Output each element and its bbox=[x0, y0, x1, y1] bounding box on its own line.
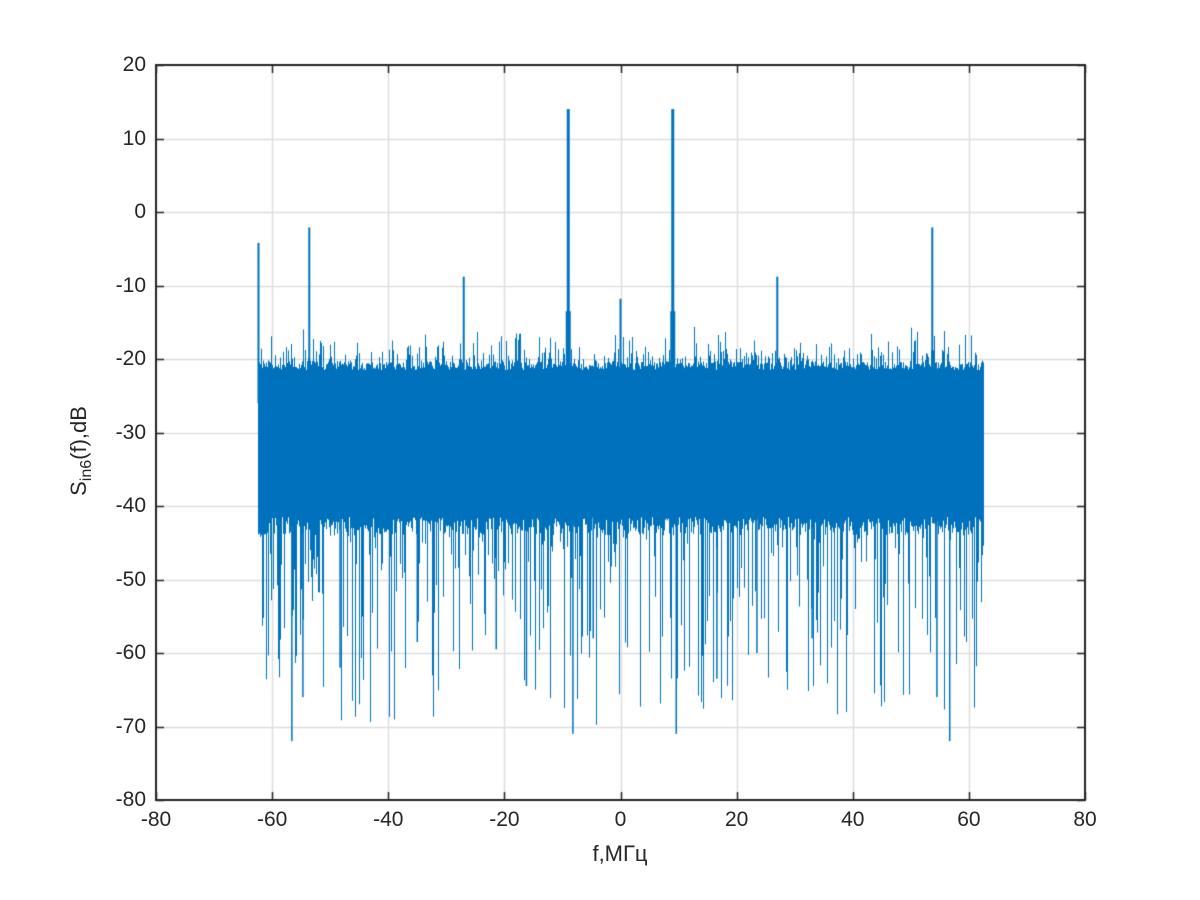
y-tick-label: -20 bbox=[115, 347, 146, 370]
y-axis-label-prefix: S bbox=[65, 481, 91, 496]
y-tick-label: -70 bbox=[115, 714, 146, 738]
x-tick-label: 60 bbox=[957, 808, 981, 831]
y-tick-label: -30 bbox=[115, 420, 146, 444]
x-axis-label: f,МГц bbox=[592, 841, 648, 866]
x-tick-label: -60 bbox=[256, 808, 288, 831]
x-tick-label: 0 bbox=[614, 808, 627, 831]
x-tick-label: -20 bbox=[489, 808, 520, 831]
x-tick-label: 80 bbox=[1073, 808, 1097, 831]
x-tick-label: -80 bbox=[140, 808, 172, 831]
y-tick-label: -40 bbox=[115, 494, 146, 517]
y-tick-label: -80 bbox=[115, 788, 146, 811]
y-axis-label-subscript: in6 bbox=[78, 459, 96, 482]
y-tick-label: 0 bbox=[134, 200, 146, 223]
y-axis-label: Sin6(f),dB bbox=[66, 406, 96, 496]
y-tick-label: -50 bbox=[115, 567, 146, 591]
y-tick-label: -60 bbox=[115, 641, 146, 664]
y-tick-label: -10 bbox=[115, 273, 146, 297]
y-tick-label: 10 bbox=[122, 126, 146, 150]
y-tick-label: 20 bbox=[122, 53, 146, 76]
y-axis-label-suffix: (f),dB bbox=[65, 406, 91, 460]
x-tick-label: 20 bbox=[724, 808, 749, 831]
x-tick-label: -40 bbox=[373, 808, 404, 831]
x-tick-label: 40 bbox=[841, 808, 865, 831]
